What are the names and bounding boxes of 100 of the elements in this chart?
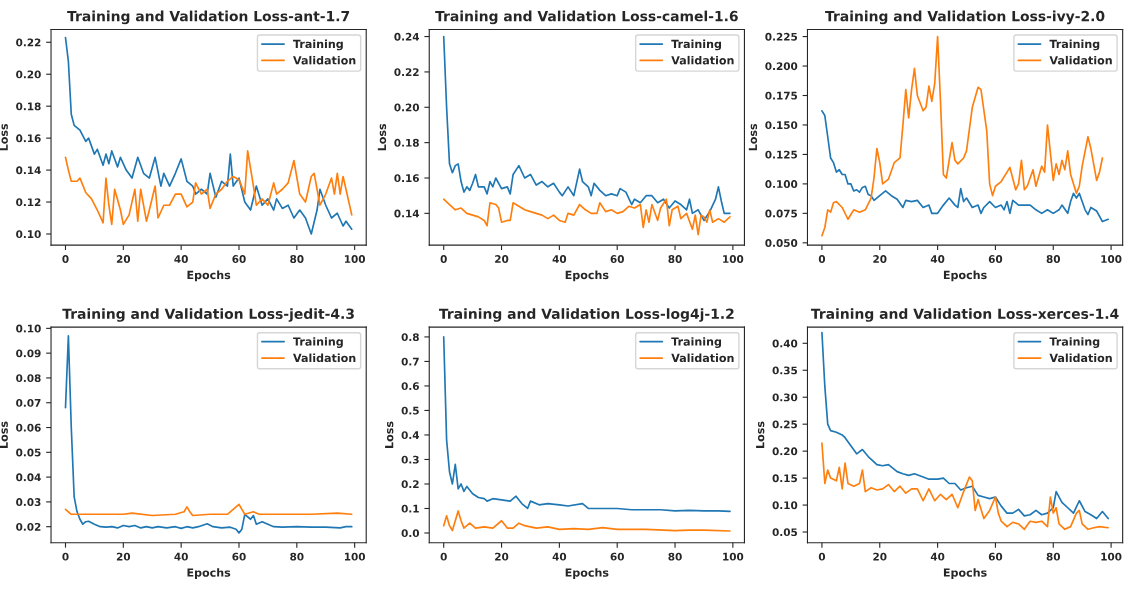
x-tick-label: 20 <box>495 552 509 561</box>
x-tick-label: 60 <box>232 255 246 263</box>
x-tick-label: 0 <box>440 552 447 561</box>
x-tick-label: 0 <box>818 552 826 561</box>
legend-label: Validation <box>1049 55 1112 65</box>
y-tick-label: 0.18 <box>394 138 419 147</box>
legend-label: Validation <box>1049 353 1112 363</box>
x-tick-label: 20 <box>116 552 131 561</box>
x-tick-label: 100 <box>344 552 366 561</box>
y-tick-label: 0.20 <box>16 70 41 79</box>
y-tick-label: 0.5 <box>401 406 419 415</box>
x-tick-label: 40 <box>552 255 567 263</box>
chart-title: Training and Validation Loss-ivy-2.0 <box>825 10 1105 25</box>
y-tick-label: 0.06 <box>16 423 41 432</box>
y-tick-label: 0.20 <box>394 103 420 112</box>
x-tick-label: 40 <box>552 552 567 561</box>
legend-label: Validation <box>293 353 356 363</box>
x-tick-label: 0 <box>440 255 447 263</box>
legend-label: Training <box>293 337 343 348</box>
legend-label: Training <box>671 337 722 348</box>
y-axis-title: Loss <box>748 123 758 151</box>
legend-label: Training <box>671 39 722 51</box>
y-tick-label: 0.02 <box>16 522 41 531</box>
line-series <box>821 331 1110 520</box>
y-tick-label: 0.12 <box>16 198 41 207</box>
legend-label: Validation <box>671 55 734 65</box>
y-tick-label: 0.10 <box>772 501 798 510</box>
y-tick-label: 0.35 <box>772 366 798 375</box>
line-series <box>442 510 731 532</box>
x-tick-label: 100 <box>723 552 744 561</box>
x-axis-title: Epochs <box>943 568 987 579</box>
y-tick-label: 0.0 <box>401 529 420 538</box>
chart-title: Training and Validation Loss-ant-1.7 <box>67 10 350 25</box>
legend-label: Training <box>1049 39 1100 51</box>
x-axis-title: Epochs <box>943 270 987 282</box>
x-axis-title: Epochs <box>187 568 231 579</box>
y-tick-label: 0.4 <box>401 431 420 440</box>
y-tick-label: 0.8 <box>401 333 419 342</box>
x-tick-label: 20 <box>873 255 887 263</box>
y-axis-title: Loss <box>385 421 394 448</box>
y-tick-label: 0.25 <box>772 420 798 429</box>
y-tick-label: 0.30 <box>772 393 798 402</box>
x-tick-label: 100 <box>1101 255 1122 263</box>
y-tick-label: 0.18 <box>16 102 41 111</box>
y-tick-label: 0.07 <box>16 398 41 407</box>
line-series <box>442 198 731 236</box>
x-tick-label: 20 <box>873 552 887 561</box>
y-tick-label: 0.6 <box>401 382 419 391</box>
y-tick-label: 0.3 <box>401 455 419 464</box>
y-tick-label: 0.14 <box>16 166 41 175</box>
y-axis-title: Loss <box>756 421 765 448</box>
chart-title: Training and Validation Loss-xerces-1.4 <box>810 308 1119 322</box>
line-series <box>64 150 353 226</box>
y-tick-label: 0.075 <box>765 209 798 218</box>
y-tick-label: 0.2 <box>401 480 419 489</box>
y-axis-title: Loss <box>0 123 8 151</box>
legend-label: Validation <box>671 353 734 363</box>
y-tick-label: 0.10 <box>16 324 41 333</box>
x-tick-label: 40 <box>174 255 188 263</box>
x-tick-label: 80 <box>668 552 682 561</box>
y-tick-label: 0.175 <box>765 91 798 100</box>
y-tick-label: 0.14 <box>394 209 420 218</box>
y-tick-label: 0.15 <box>772 474 798 483</box>
x-tick-label: 60 <box>232 552 246 561</box>
x-tick-label: 60 <box>610 552 624 561</box>
x-tick-label: 40 <box>174 552 188 561</box>
x-tick-label: 100 <box>344 255 366 263</box>
x-tick-label: 20 <box>116 255 131 263</box>
y-tick-label: 0.150 <box>765 121 798 130</box>
y-tick-label: 0.03 <box>16 498 41 506</box>
chart-title: Training and Validation Loss-jedit-4.3 <box>62 308 354 322</box>
x-axis-title: Epochs <box>565 568 609 579</box>
y-tick-label: 0.7 <box>401 357 419 366</box>
y-tick-label: 0.125 <box>765 150 798 159</box>
y-tick-label: 0.20 <box>772 447 798 456</box>
x-tick-label: 0 <box>62 552 69 561</box>
legend-label: Training <box>293 39 343 51</box>
y-tick-label: 0.24 <box>394 32 420 41</box>
y-tick-label: 0.22 <box>394 68 419 77</box>
y-tick-label: 0.16 <box>394 174 419 183</box>
y-axis-title: Loss <box>377 123 387 151</box>
y-tick-label: 0.22 <box>16 38 41 47</box>
x-tick-label: 80 <box>668 255 682 263</box>
line-series <box>64 503 353 517</box>
y-tick-label: 0.200 <box>765 62 798 71</box>
x-tick-label: 60 <box>610 255 624 263</box>
chart-title: Training and Validation Loss-camel-1.6 <box>435 10 738 25</box>
x-tick-label: 60 <box>988 552 1003 561</box>
y-tick-label: 0.225 <box>765 32 798 41</box>
y-tick-label: 0.40 <box>772 339 798 348</box>
x-tick-label: 80 <box>1046 552 1061 561</box>
x-tick-label: 80 <box>290 255 304 263</box>
y-tick-label: 0.05 <box>772 528 798 537</box>
y-tick-label: 0.100 <box>765 180 798 188</box>
legend-label: Training <box>1049 337 1100 348</box>
x-tick-label: 20 <box>495 255 509 263</box>
chart-title: Training and Validation Loss-log4j-1.2 <box>438 308 734 322</box>
x-tick-label: 0 <box>818 255 826 263</box>
x-tick-label: 80 <box>1046 255 1061 263</box>
x-tick-label: 60 <box>988 255 1003 263</box>
